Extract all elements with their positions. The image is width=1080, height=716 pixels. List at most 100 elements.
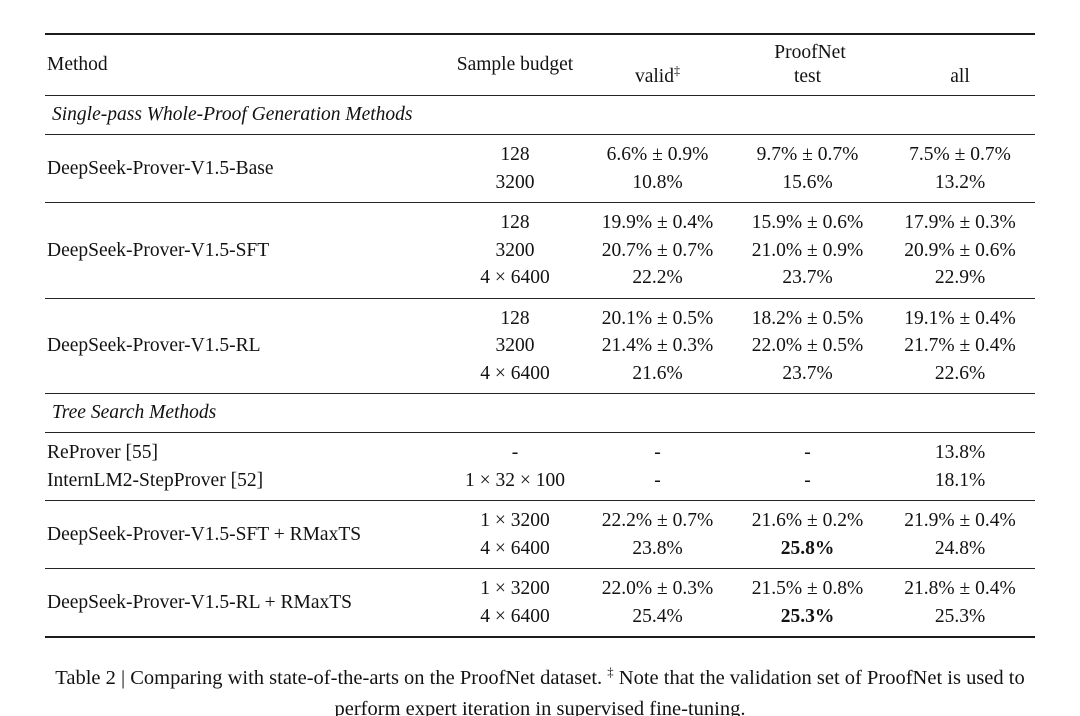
- method-name: DeepSeek-Prover-V1.5-SFT: [47, 239, 270, 261]
- method-name: InternLM2-StepProver [52]: [47, 469, 264, 491]
- cell-line: 13.8%: [934, 442, 986, 463]
- all-cell: 13.8% 18.1%: [885, 433, 1035, 501]
- proofnet-results-table: Method Sample budget ProofNet valid‡ tes…: [45, 33, 1036, 638]
- test-cell: - -: [730, 433, 885, 501]
- cell-line: 15.9% ± 0.6%: [751, 212, 864, 233]
- cell-line: 10.8%: [632, 171, 683, 193]
- col-header-valid-label: valid: [634, 66, 674, 87]
- cell-line: 4 × 6400: [480, 267, 550, 288]
- caption-text-1: Table 2 | Comparing with state-of-the-ar…: [55, 667, 603, 689]
- cell-line: 4 × 6400: [480, 537, 550, 559]
- cell-line: 1 × 3200: [480, 578, 550, 599]
- valid-cell: 22.2% ± 0.7% 23.8%: [585, 501, 730, 569]
- table-caption: Table 2 | Comparing with state-of-the-ar…: [20, 663, 1060, 716]
- section-row-tree-search: Tree Search Methods: [45, 394, 1036, 433]
- cell-line: 19.1% ± 0.4%: [904, 307, 1016, 329]
- cell-line: 21.5% ± 0.8%: [751, 578, 864, 599]
- method-name: ReProver [55]: [47, 442, 159, 463]
- cell-line: 3200: [495, 239, 535, 261]
- cell-line: 3200: [495, 171, 535, 193]
- all-cell: 7.5% ± 0.7% 13.2%: [885, 135, 1035, 203]
- section-row-single-pass: Single-pass Whole-Proof Generation Metho…: [45, 96, 1036, 135]
- caption-text-2: Note that the validation set of ProofNet…: [334, 667, 1025, 716]
- cell-line: 21.7% ± 0.4%: [904, 335, 1016, 356]
- table-header: Method Sample budget ProofNet valid‡ tes…: [45, 34, 1036, 96]
- valid-cell: 20.1% ± 0.5% 21.4% ± 0.3% 21.6%: [585, 298, 730, 394]
- valid-cell: 22.0% ± 0.3% 25.4%: [585, 569, 730, 638]
- cell-line: 6.6% ± 0.9%: [606, 144, 709, 165]
- cell-line: 22.2% ± 0.7%: [601, 510, 714, 531]
- test-cell: 18.2% ± 0.5% 22.0% ± 0.5% 23.7%: [730, 298, 885, 394]
- cell-line: 1 × 3200: [480, 510, 550, 531]
- cell-line: 128: [500, 307, 530, 329]
- cell-line: 128: [500, 212, 530, 233]
- cell-line: 13.2%: [934, 171, 986, 193]
- section-title: Tree Search Methods: [52, 402, 217, 423]
- valid-cell: - -: [585, 433, 730, 501]
- cell-line: 23.7%: [782, 362, 833, 384]
- budget-cell: 128 3200: [445, 135, 585, 203]
- table-row-sft-rmaxts: DeepSeek-Prover-V1.5-SFT + RMaxTS 1 × 32…: [45, 501, 1036, 569]
- cell-line: 4 × 6400: [480, 605, 550, 627]
- cell-line: 23.7%: [782, 267, 833, 288]
- table-row-base: DeepSeek-Prover-V1.5-Base 128 3200 6.6% …: [45, 135, 1036, 203]
- cell-line: 22.2%: [632, 267, 683, 288]
- cell-line: 1 × 32 × 100: [465, 469, 565, 491]
- cell-line: 17.9% ± 0.3%: [904, 212, 1016, 233]
- cell-line: 21.6%: [632, 362, 683, 384]
- cell-line: 22.9%: [934, 267, 986, 288]
- test-cell: 21.5% ± 0.8% 25.3%: [730, 569, 885, 638]
- cell-line: 128: [500, 144, 530, 165]
- cell-line: 9.7% ± 0.7%: [756, 144, 859, 165]
- cell-line: 25.3%: [934, 605, 986, 627]
- cell-line: 21.9% ± 0.4%: [904, 510, 1016, 531]
- table-row-rl: DeepSeek-Prover-V1.5-RL 128 3200 4 × 640…: [45, 298, 1036, 394]
- valid-cell: 6.6% ± 0.9% 10.8%: [585, 135, 730, 203]
- cell-line: -: [804, 442, 811, 463]
- cell-line: 22.0% ± 0.5%: [751, 335, 864, 356]
- cell-line: 7.5% ± 0.7%: [909, 144, 1011, 165]
- test-cell: 21.6% ± 0.2% 25.8%: [730, 501, 885, 569]
- cell-line: 18.1%: [934, 469, 986, 491]
- method-name: DeepSeek-Prover-V1.5-SFT + RMaxTS: [47, 523, 362, 545]
- table-row-sft: DeepSeek-Prover-V1.5-SFT 128 3200 4 × 64…: [45, 203, 1036, 299]
- budget-cell: - 1 × 32 × 100: [445, 433, 585, 501]
- table-row-rl-rmaxts: DeepSeek-Prover-V1.5-RL + RMaxTS 1 × 320…: [45, 569, 1035, 638]
- cell-line: -: [654, 442, 661, 463]
- cell-line: 20.9% ± 0.6%: [904, 239, 1016, 261]
- budget-cell: 1 × 3200 4 × 6400: [445, 569, 585, 638]
- method-cell: ReProver [55] InternLM2-StepProver [52]: [45, 433, 445, 501]
- cell-line: 4 × 6400: [480, 362, 550, 384]
- cell-line: 3200: [495, 335, 535, 356]
- col-group-proofnet: ProofNet: [774, 42, 846, 63]
- cell-line: 24.8%: [934, 537, 986, 559]
- cell-line: 18.2% ± 0.5%: [751, 307, 864, 329]
- cell-line: 20.1% ± 0.5%: [601, 307, 714, 329]
- cell-line: 19.9% ± 0.4%: [601, 212, 714, 233]
- cell-line: 15.6%: [782, 171, 833, 193]
- col-header-valid: valid‡: [585, 63, 730, 96]
- col-header-test: test: [793, 66, 822, 87]
- cell-line: 20.7% ± 0.7%: [601, 239, 714, 261]
- test-cell: 15.9% ± 0.6% 21.0% ± 0.9% 23.7%: [730, 203, 885, 299]
- method-cell: DeepSeek-Prover-V1.5-RL + RMaxTS: [45, 569, 445, 638]
- col-header-all: all: [950, 66, 970, 87]
- col-header-method: Method: [47, 54, 108, 75]
- method-cell: DeepSeek-Prover-V1.5-SFT + RMaxTS: [45, 501, 445, 569]
- col-header-sample-budget: Sample budget: [456, 54, 574, 75]
- budget-cell: 128 3200 4 × 6400: [445, 203, 585, 299]
- method-name: DeepSeek-Prover-V1.5-RL: [47, 335, 261, 356]
- section-title: Single-pass Whole-Proof Generation Metho…: [52, 104, 413, 125]
- method-cell: DeepSeek-Prover-V1.5-Base: [45, 135, 445, 203]
- double-dagger-mark: ‡: [673, 63, 681, 78]
- best-test-value: 25.8%: [780, 537, 835, 559]
- best-test-value: 25.3%: [780, 605, 835, 627]
- method-cell: DeepSeek-Prover-V1.5-RL: [45, 298, 445, 394]
- cell-line: 23.8%: [632, 537, 683, 559]
- cell-line: 21.0% ± 0.9%: [751, 239, 864, 261]
- method-cell: DeepSeek-Prover-V1.5-SFT: [45, 203, 445, 299]
- method-name: DeepSeek-Prover-V1.5-RL + RMaxTS: [47, 591, 353, 613]
- budget-cell: 128 3200 4 × 6400: [445, 298, 585, 394]
- table-row-baselines: ReProver [55] InternLM2-StepProver [52] …: [45, 433, 1036, 501]
